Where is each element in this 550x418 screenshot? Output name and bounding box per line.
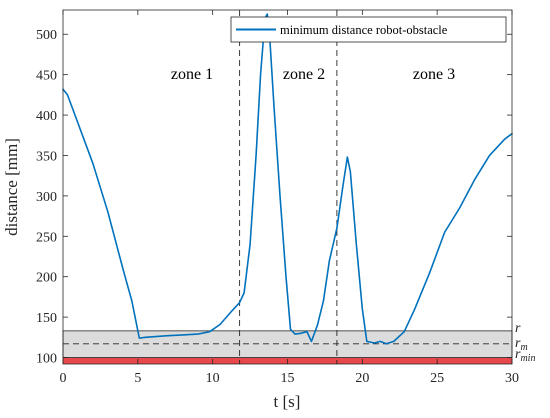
y-tick-label: 200: [36, 271, 57, 286]
band-label-rm-sub: m: [520, 342, 527, 353]
band-label-rm-main: r: [515, 336, 521, 351]
zone-dividers: [239, 10, 338, 364]
x-tick-label: 0: [60, 371, 67, 386]
y-tick-label: 450: [36, 69, 57, 84]
y-tick-label: 300: [36, 190, 57, 205]
x-tick-label: 20: [355, 371, 369, 386]
band-label-rmin-sub: min: [520, 353, 535, 364]
band-label-rmin-main: r: [515, 347, 521, 362]
y-tick-label: 350: [36, 149, 57, 164]
series-layer: [62, 13, 513, 345]
legend-box: [230, 16, 507, 43]
x-axis-ticks: 0 5 10 15 20 25 30: [60, 10, 519, 386]
band-label-rmin: rmin: [515, 347, 535, 364]
x-tick-label: 10: [206, 371, 220, 386]
series-line-1: [62, 13, 513, 345]
y-tick-label: 400: [36, 109, 57, 124]
x-tick-label: 30: [505, 371, 519, 386]
y-tick-label: 100: [36, 352, 57, 367]
band-label-r: r: [515, 321, 521, 336]
legend-label: minimum distance robot-obstacle: [280, 23, 448, 37]
y-axis-ticks: 100 150 200 250 300 350 400 450 500: [36, 28, 512, 367]
x-tick-label: 5: [134, 371, 141, 386]
y-tick-label: 150: [36, 311, 57, 326]
y-tick-label: 500: [36, 28, 57, 43]
zone-3-label: zone 3: [413, 66, 455, 83]
x-axis-label: t [s]: [274, 392, 301, 411]
band-label-rm: rm: [515, 336, 528, 353]
y-axis-label: distance [mm]: [2, 138, 21, 236]
zone-1-label: zone 1: [171, 66, 213, 83]
y-tick-label: 250: [36, 230, 57, 245]
legend: minimum distance robot-obstacle: [230, 16, 507, 43]
x-tick-label: 15: [281, 371, 295, 386]
x-tick-label: 25: [430, 371, 444, 386]
zone-2-label: zone 2: [283, 66, 325, 83]
